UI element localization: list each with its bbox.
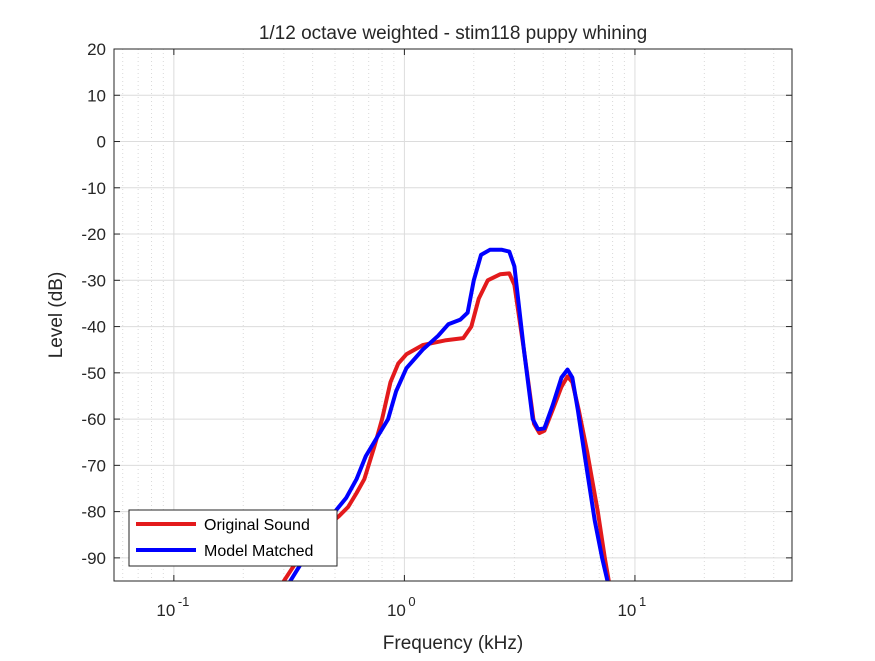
series-layer — [281, 247, 611, 581]
y-tick-label: -30 — [81, 271, 106, 290]
y-tick-label: 10 — [87, 86, 106, 105]
x-axis-title: Frequency (kHz) — [383, 633, 523, 654]
plot-box — [113, 48, 793, 582]
y-tick-label: 0 — [97, 133, 106, 152]
y-tick-label: -90 — [81, 549, 106, 568]
legend-label-model-matched: Model Matched — [204, 543, 313, 560]
y-tick-labels: 20 10 0 -10 -20 -30 -40 -50 -60 -70 -80 -90 — [81, 40, 106, 568]
series-line-model-matched — [288, 247, 610, 581]
y-tick-label: -70 — [81, 456, 106, 475]
chart-title: 1/12 octave weighted - stim118 puppy whi… — [259, 23, 647, 44]
y-tick-label: -20 — [81, 225, 106, 244]
legend-box — [128, 509, 338, 567]
series-line-original-sound — [281, 271, 611, 581]
x-tick-labels: 10 -1 10 0 10 1 — [156, 594, 646, 620]
y-tick-label: -10 — [81, 179, 106, 198]
y-tick-label: -40 — [81, 318, 106, 337]
plot-area — [114, 49, 792, 581]
y-tick-label: -80 — [81, 503, 106, 522]
x-tick-label: 10 — [387, 601, 406, 620]
y-tick-label: -50 — [81, 364, 106, 383]
y-tick-label: 20 — [87, 40, 106, 59]
minor-grid — [122, 49, 775, 581]
x-tick-label: 10 — [617, 601, 636, 620]
x-tick-label-exponent: 1 — [639, 594, 646, 609]
x-tick-label: 10 — [156, 601, 175, 620]
y-axis-title: Level (dB) — [46, 272, 67, 359]
x-tick-label-exponent: -1 — [178, 594, 190, 609]
y-tick-label: -60 — [81, 410, 106, 429]
legend: Original Sound Model Matched — [128, 509, 338, 567]
x-tick-label-exponent: 0 — [408, 594, 415, 609]
legend-label-original-sound: Original Sound — [204, 517, 310, 534]
tick-marks — [114, 48, 792, 581]
